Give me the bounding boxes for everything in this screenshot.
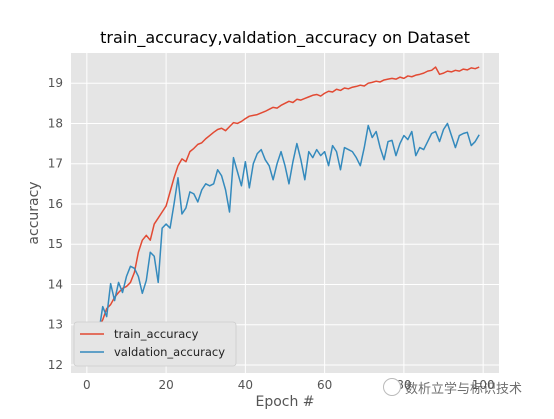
- series-lines: [86, 66, 480, 361]
- y-tick-label: 19: [48, 76, 63, 90]
- y-tick-label: 16: [48, 197, 63, 211]
- y-tick-label: 14: [48, 277, 63, 291]
- x-tick-label: 20: [158, 378, 173, 392]
- x-tick-label: 0: [83, 378, 91, 392]
- x-tick-label: 60: [317, 378, 332, 392]
- gridlines: [71, 53, 499, 373]
- legend-box: [73, 321, 237, 367]
- x-axis-label: Epoch #: [255, 394, 314, 410]
- x-tick-label: 40: [238, 378, 253, 392]
- y-tick-label: 18: [48, 116, 63, 130]
- plot-background: [71, 53, 499, 373]
- legend-label-train: train_accuracy: [114, 327, 199, 341]
- chart-title: train_accuracy,valdation_accuracy on Dat…: [100, 28, 470, 48]
- x-tick-label: 100: [472, 378, 495, 392]
- legend: train_accuracy valdation_accuracy: [73, 321, 237, 367]
- series-line-valdation-accuracy: [86, 122, 480, 358]
- y-tick-label: 13: [48, 318, 63, 332]
- y-tick-label: 15: [48, 237, 63, 251]
- y-tick-label: 12: [48, 358, 63, 372]
- chat-bubble-icon: [383, 378, 401, 396]
- series-line-train-accuracy: [86, 66, 480, 361]
- legend-label-valdation: valdation_accuracy: [114, 345, 225, 359]
- watermark-text: 数析立学与标识技术: [405, 382, 523, 397]
- y-tick-label: 17: [48, 157, 63, 171]
- y-axis-label: accuracy: [26, 181, 42, 244]
